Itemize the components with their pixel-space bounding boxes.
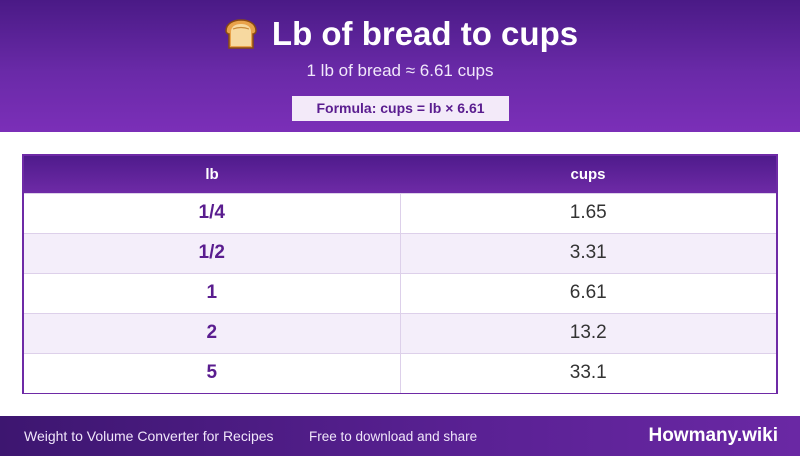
- column-header-lb: lb: [205, 165, 219, 183]
- cell-lb: 5: [24, 352, 401, 393]
- page-title: Lb of bread to cups: [271, 15, 579, 52]
- cell-lb: 1/4: [24, 192, 401, 233]
- cell-cups: 6.61: [400, 272, 776, 313]
- conversion-table: lb cups 1/4 1.65 1/2 3.31 1 6.61 2 13.2: [22, 154, 778, 394]
- footer-share-note: Free to download and share: [309, 429, 478, 444]
- title-row: Lb of bread to cups: [0, 14, 800, 54]
- cell-lb: 2: [24, 312, 401, 353]
- bread-icon: [222, 15, 260, 53]
- header-banner: Lb of bread to cups 1 lb of bread ≈ 6.61…: [0, 0, 800, 132]
- footer-bar: Weight to Volume Converter for Recipes F…: [0, 416, 800, 456]
- conversion-subtitle: 1 lb of bread ≈ 6.61 cups: [306, 61, 494, 80]
- table-row: 5 33.1: [24, 352, 776, 393]
- table-header-row: lb cups: [24, 156, 776, 193]
- cell-cups: 1.65: [400, 192, 776, 233]
- footer-tagline: Weight to Volume Converter for Recipes: [24, 428, 274, 444]
- cell-cups: 3.31: [400, 232, 776, 273]
- brand-link[interactable]: Howmany.wiki: [648, 425, 778, 446]
- table-row: 1 6.61: [24, 272, 776, 313]
- table-row: 1/2 3.31: [24, 232, 776, 273]
- cell-cups: 13.2: [400, 312, 776, 353]
- column-header-cups: cups: [570, 165, 606, 183]
- formula-badge: Formula: cups = lb × 6.61: [292, 96, 509, 121]
- table-row: 1/4 1.65: [24, 192, 776, 233]
- cell-lb: 1/2: [24, 232, 401, 273]
- table-row: 2 13.2: [24, 312, 776, 353]
- cell-lb: 1: [24, 272, 401, 313]
- cell-cups: 33.1: [400, 352, 776, 393]
